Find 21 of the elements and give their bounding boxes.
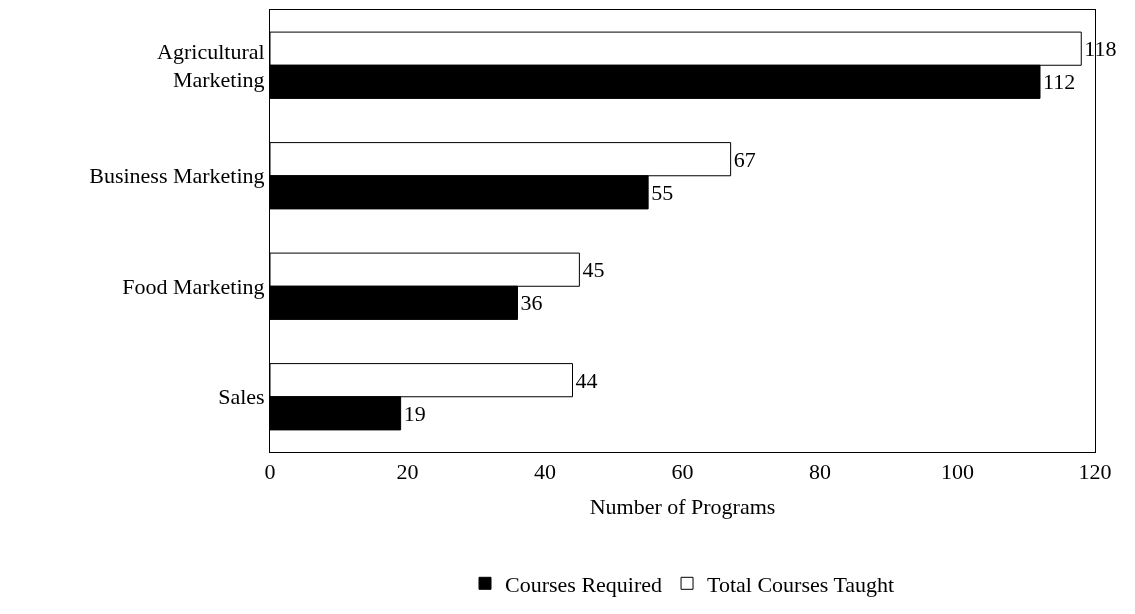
data-label: 67 <box>733 146 756 172</box>
legend-label: Total Courses Taught <box>707 571 895 597</box>
legend-label: Courses Required <box>505 571 663 597</box>
x-tick-label: 0 <box>264 459 276 485</box>
x-tick-label: 60 <box>671 459 694 485</box>
y-tick-label: Food Marketing <box>122 273 265 299</box>
y-tick-label: Agricultural Marketing <box>157 38 265 93</box>
x-tick-label: 120 <box>1078 459 1112 485</box>
y-tick-label: Business Marketing <box>89 163 265 189</box>
x-tick-label: 80 <box>809 459 831 485</box>
x-axis-title: Number of Programs <box>589 494 776 520</box>
data-label: 112 <box>1043 69 1076 95</box>
x-tick-label: 40 <box>534 459 556 485</box>
data-label: 19 <box>403 400 426 426</box>
data-label: 36 <box>520 290 543 316</box>
x-tick-label: 20 <box>396 459 419 485</box>
y-tick-label: Sales <box>218 384 265 410</box>
data-label: 55 <box>651 179 674 205</box>
data-label: 45 <box>582 257 605 283</box>
data-label: 44 <box>575 367 598 393</box>
x-tick-label: 100 <box>941 459 974 485</box>
